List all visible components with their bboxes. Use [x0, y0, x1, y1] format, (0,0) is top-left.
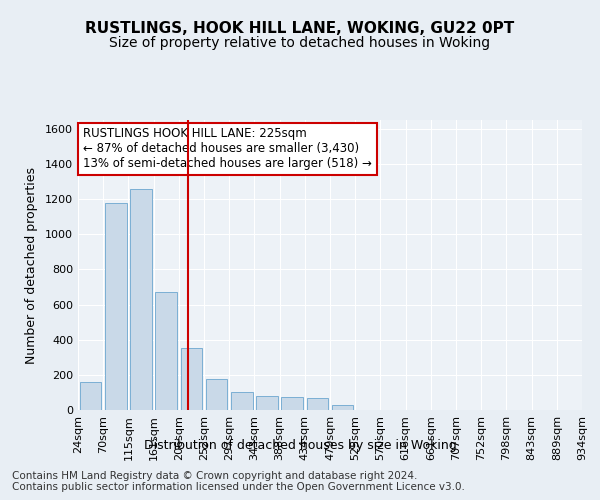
- Bar: [155, 292, 177, 410]
- Y-axis label: Number of detached properties: Number of detached properties: [25, 166, 38, 364]
- Text: RUSTLINGS, HOOK HILL LANE, WOKING, GU22 0PT: RUSTLINGS, HOOK HILL LANE, WOKING, GU22 …: [85, 21, 515, 36]
- Text: Contains public sector information licensed under the Open Government Licence v3: Contains public sector information licen…: [12, 482, 465, 492]
- Bar: [256, 396, 278, 410]
- Bar: [181, 348, 202, 410]
- Text: RUSTLINGS HOOK HILL LANE: 225sqm
← 87% of detached houses are smaller (3,430)
13: RUSTLINGS HOOK HILL LANE: 225sqm ← 87% o…: [83, 127, 372, 170]
- Bar: [80, 382, 101, 410]
- Text: Size of property relative to detached houses in Woking: Size of property relative to detached ho…: [109, 36, 491, 50]
- Bar: [105, 204, 127, 410]
- Bar: [281, 397, 303, 410]
- Bar: [130, 190, 152, 410]
- Text: Distribution of detached houses by size in Woking: Distribution of detached houses by size …: [143, 440, 457, 452]
- Bar: [231, 392, 253, 410]
- Bar: [332, 404, 353, 410]
- Bar: [307, 398, 328, 410]
- Bar: [206, 379, 227, 410]
- Text: Contains HM Land Registry data © Crown copyright and database right 2024.: Contains HM Land Registry data © Crown c…: [12, 471, 418, 481]
